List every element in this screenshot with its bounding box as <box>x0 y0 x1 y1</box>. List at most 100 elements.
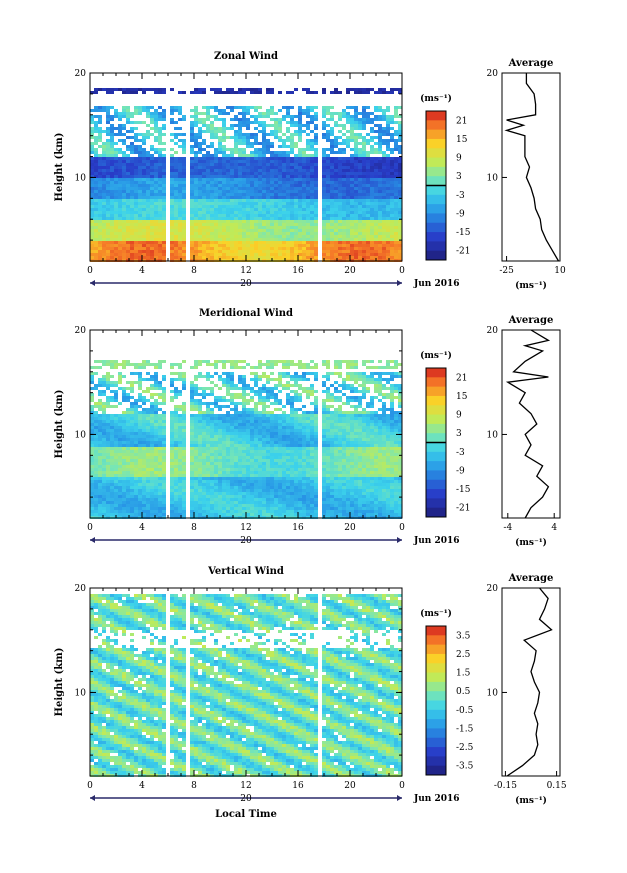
heatmap-cell <box>370 232 374 235</box>
heatmap-cell <box>266 142 270 145</box>
heatmap-cell <box>338 256 342 259</box>
heatmap-cell <box>218 118 222 121</box>
heatmap-cell <box>110 184 114 187</box>
heatmap-cell <box>110 130 114 133</box>
heatmap-cell <box>274 208 278 211</box>
heatmap-cell <box>358 223 362 226</box>
heatmap-cell <box>294 166 298 169</box>
heatmap-cell <box>194 360 198 363</box>
heatmap-cell <box>146 220 150 223</box>
heatmap-cell <box>394 235 398 238</box>
heatmap-cell <box>262 112 266 115</box>
heatmap-cell <box>154 402 158 405</box>
heatmap-cell <box>310 256 314 259</box>
heatmap-cell <box>126 208 130 211</box>
heatmap-cell <box>150 154 154 157</box>
heatmap-cell <box>386 232 390 235</box>
heatmap-cell <box>334 241 338 244</box>
heatmap-cell <box>122 247 126 250</box>
heatmap-cell <box>334 193 338 196</box>
heatmap-cell <box>162 444 166 447</box>
heatmap-cell <box>334 199 338 202</box>
heatmap-cell <box>106 489 110 492</box>
heatmap-cell <box>202 223 206 226</box>
heatmap-cell <box>126 136 130 139</box>
heatmap-cell <box>182 471 186 474</box>
heatmap-cell <box>286 91 290 94</box>
heatmap-cell <box>102 498 106 501</box>
heatmap-cell <box>174 187 178 190</box>
heatmap-cell <box>394 148 398 151</box>
heatmap-cell <box>106 196 110 199</box>
heatmap-cell <box>178 405 182 408</box>
heatmap-cell <box>374 184 378 187</box>
heatmap-cell <box>326 166 330 169</box>
heatmap-cell <box>206 465 210 468</box>
heatmap-cell <box>294 232 298 235</box>
heatmap-cell <box>142 495 146 498</box>
heatmap-cell <box>270 211 274 214</box>
heatmap-cell <box>370 238 374 241</box>
heatmap-cell <box>126 432 130 435</box>
heatmap-cell <box>250 241 254 244</box>
heatmap-cell <box>146 480 150 483</box>
heatmap-cell <box>286 175 290 178</box>
heatmap-cell <box>106 253 110 256</box>
heatmap-cell <box>190 501 194 504</box>
heatmap-cell <box>258 196 262 199</box>
heatmap-cell <box>106 360 110 363</box>
heatmap-cell <box>102 196 106 199</box>
heatmap-cell <box>146 88 150 91</box>
heatmap-cell <box>114 366 118 369</box>
heatmap-cell <box>282 190 286 193</box>
heatmap-cell <box>170 429 174 432</box>
heatmap-cell <box>386 220 390 223</box>
heatmap-cell <box>162 187 166 190</box>
heatmap-cell <box>106 414 110 417</box>
heatmap-cell <box>382 250 386 253</box>
heatmap-cell <box>294 175 298 178</box>
heatmap-cell <box>206 112 210 115</box>
heatmap-cell <box>354 193 358 196</box>
heatmap-cell <box>314 205 318 208</box>
heatmap-cell <box>226 232 230 235</box>
heatmap-cell <box>130 238 134 241</box>
heatmap-cell <box>106 160 110 163</box>
heatmap-cell <box>298 226 302 229</box>
heatmap-cell <box>250 238 254 241</box>
heatmap-cell <box>398 250 402 253</box>
heatmap-cell <box>370 187 374 190</box>
heatmap-cell <box>182 163 186 166</box>
heatmap-cell <box>206 160 210 163</box>
heatmap-cell <box>310 232 314 235</box>
heatmap-cell <box>146 196 150 199</box>
heatmap-cell <box>254 223 258 226</box>
heatmap-cell <box>142 199 146 202</box>
heatmap-cell <box>338 196 342 199</box>
heatmap-cell <box>258 160 262 163</box>
heatmap-cell <box>110 220 114 223</box>
heatmap-cell <box>206 118 210 121</box>
heatmap-cell <box>298 130 302 133</box>
heatmap-cell <box>214 163 218 166</box>
heatmap-cell <box>350 238 354 241</box>
heatmap-cell <box>126 172 130 175</box>
heatmap-cell <box>350 205 354 208</box>
heatmap-cell <box>238 124 242 127</box>
heatmap-cell <box>154 420 158 423</box>
heatmap-cell <box>110 459 114 462</box>
heatmap-cell <box>286 208 290 211</box>
heatmap-cell <box>158 202 162 205</box>
heatmap-cell <box>262 238 266 241</box>
heatmap-cell <box>358 112 362 115</box>
heatmap-cell <box>278 223 282 226</box>
heatmap-cell <box>102 154 106 157</box>
heatmap-cell <box>106 438 110 441</box>
heatmap-cell <box>122 223 126 226</box>
heatmap-cell <box>118 151 122 154</box>
heatmap-cell <box>350 181 354 184</box>
heatmap-cell <box>350 172 354 175</box>
heatmap-cell <box>162 115 166 118</box>
heatmap-cell <box>338 229 342 232</box>
